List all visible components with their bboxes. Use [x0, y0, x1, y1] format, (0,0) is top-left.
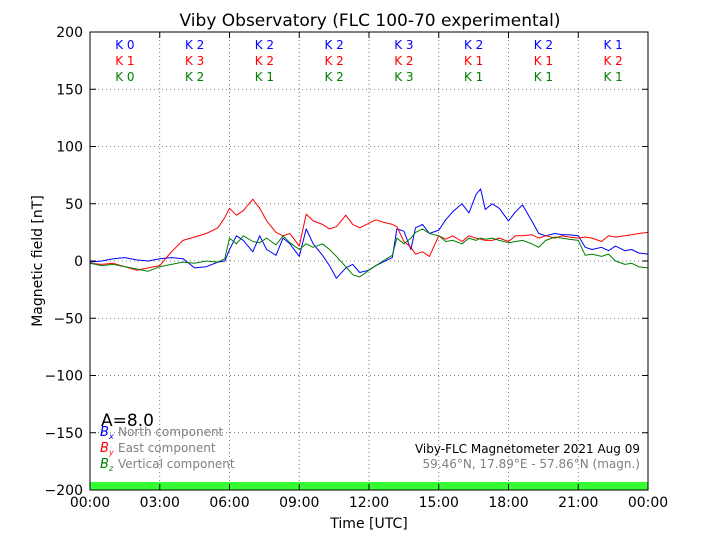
chart-title: Viby Observatory (FLC 100-70 experimenta… — [180, 11, 561, 31]
k-index-label: K 2 — [324, 38, 343, 52]
k-index-label: K 1 — [464, 54, 483, 68]
k-index-label: K 0 — [115, 70, 134, 84]
k-index-label: K 2 — [324, 54, 343, 68]
k-index-label: K 2 — [185, 70, 204, 84]
k-index-label: K 1 — [464, 70, 483, 84]
x-tick-label: 03:00 — [140, 495, 180, 511]
k-index-label: K 2 — [185, 38, 204, 52]
k-index-label: K 2 — [324, 70, 343, 84]
k-index-label: K 1 — [534, 54, 553, 68]
instrument-info: Viby-FLC Magnetometer 2021 Aug 09 — [415, 442, 640, 456]
tick-marks — [89, 31, 649, 491]
x-tick-label: 21:00 — [558, 495, 598, 511]
k-index-label: K 3 — [185, 54, 204, 68]
k-index-label: K 2 — [534, 38, 553, 52]
x-tick-label: 09:00 — [279, 495, 319, 511]
k-index-label: K 2 — [394, 54, 413, 68]
legend-subscript: y — [108, 448, 114, 457]
legend-label: East component — [118, 441, 216, 455]
k-index-label: K 2 — [255, 38, 274, 52]
k-index-label: K 1 — [534, 70, 553, 84]
series-line-x — [89, 188, 649, 279]
x-tick-label: 18:00 — [488, 495, 528, 511]
k-index-label: K 2 — [464, 38, 483, 52]
x-tick-label: 06:00 — [209, 495, 249, 511]
x-tick-labels: 00:00 03:00 06:00 09:00 12:00 15:00 18:00 21:00… — [70, 495, 668, 511]
k-index-label: K 3 — [394, 70, 413, 84]
k-index-label: K 2 — [603, 54, 622, 68]
x-axis-label: Time [UTC] — [329, 516, 407, 532]
y-axis-label: Magnetic field [nT] — [30, 195, 46, 327]
series-group — [89, 188, 649, 279]
k-index-label: K 2 — [255, 54, 274, 68]
x-tick-label: 12:00 — [349, 495, 389, 511]
k-index-label: K 1 — [603, 70, 622, 84]
k-index-labels: K 0 K 2 K 2 K 2 K 3 K 2 K 2 K 1 K 1 K 3 K 2 K 2 K 2 K… — [115, 38, 623, 84]
y-tick-label: 100 — [56, 140, 83, 156]
series-line-z — [89, 228, 649, 278]
y-tick-label: 150 — [56, 82, 83, 98]
legend-symbol: B — [100, 457, 109, 472]
y-tick-label: −100 — [45, 369, 83, 385]
y-tick-label: −50 — [53, 311, 83, 327]
y-tick-label: 200 — [56, 25, 83, 41]
k-index-label: K 1 — [255, 70, 274, 84]
legend-label: Vertical component — [118, 457, 235, 471]
legend-symbol: B — [100, 441, 109, 456]
legend-symbol: B — [100, 425, 109, 440]
k-index-label: K 0 — [115, 38, 134, 52]
location-info: 59.46°N, 17.89°E - 57.86°N (magn.) — [423, 457, 640, 471]
k-index-label: K 1 — [115, 54, 134, 68]
series-line-y — [89, 198, 649, 271]
a-index-label: A=8.0 — [101, 411, 154, 431]
plot-area: K 0 K 2 K 2 K 2 K 3 K 2 K 2 K 1 K 1 K 3 K 2 K 2 K 2 K… — [89, 31, 649, 491]
k-index-label: K 1 — [603, 38, 622, 52]
x-tick-label: 00:00 — [628, 495, 668, 511]
grid-lines — [90, 32, 648, 490]
y-tick-label: −200 — [45, 483, 83, 499]
y-tick-label: 50 — [65, 197, 83, 213]
legend-label: North component — [118, 425, 224, 439]
legend-subscript: x — [108, 432, 114, 441]
legend-subscript: z — [108, 464, 114, 473]
k-index-label: K 3 — [394, 38, 413, 52]
x-tick-label: 00:00 — [70, 495, 110, 511]
y-tick-label: −150 — [45, 426, 83, 442]
y-tick-labels: 200 150 100 50 0 −50 −100 −150 −200 — [45, 25, 83, 499]
x-tick-label: 15:00 — [419, 495, 459, 511]
y-tick-label: 0 — [74, 254, 83, 270]
